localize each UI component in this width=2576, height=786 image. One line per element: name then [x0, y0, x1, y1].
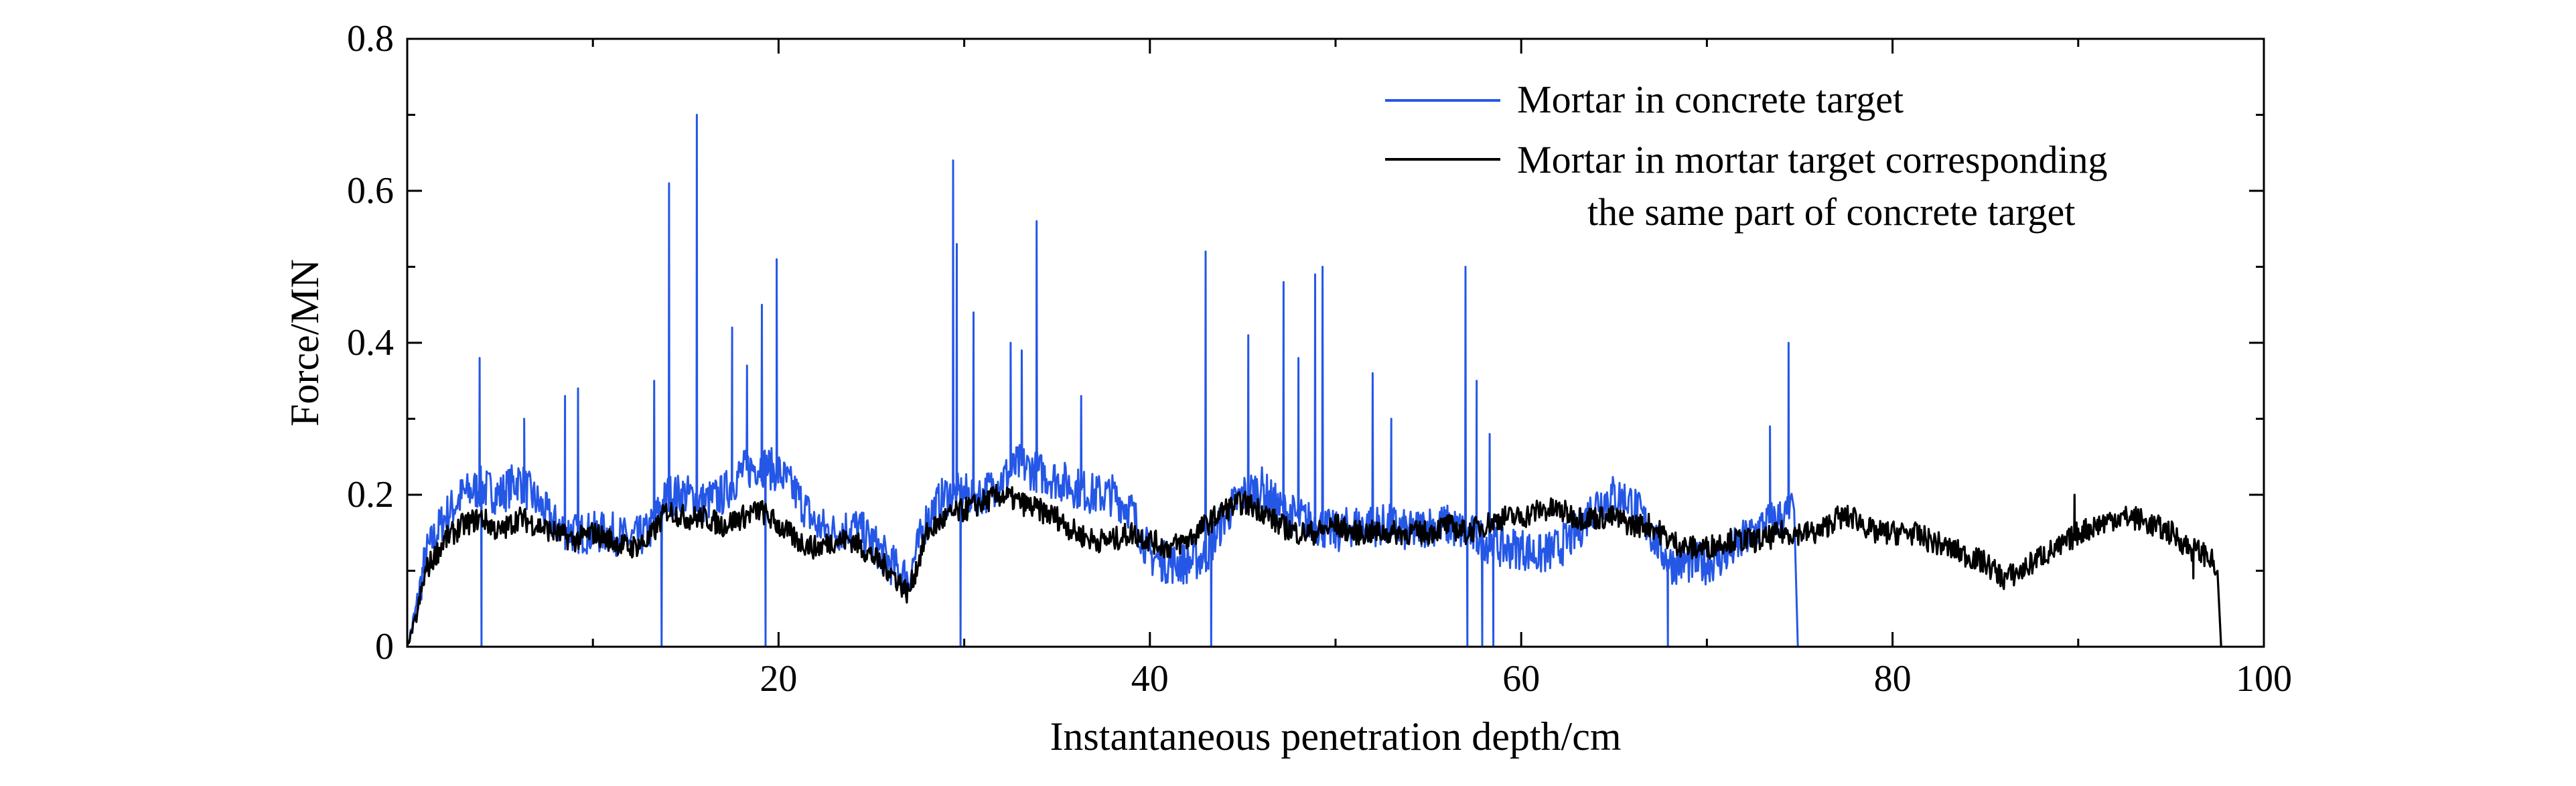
x-tick-label-60: 60	[1502, 658, 1540, 700]
series-group	[407, 114, 2222, 647]
y-tick-label-1: 0.2	[347, 474, 394, 516]
legend: Mortar in concrete target Mortar in mort…	[1385, 78, 2108, 234]
x-tick-label-100: 100	[2236, 658, 2292, 700]
legend-label-concrete: Mortar in concrete target	[1517, 78, 1904, 121]
x-tick-label-20: 20	[760, 658, 797, 700]
y-tick-label-4: 0.8	[347, 18, 394, 60]
y-tick-label-3: 0.6	[347, 170, 394, 212]
series-line-0	[407, 114, 1799, 647]
y-tick-label-2: 0.4	[347, 322, 394, 364]
legend-label-mortar-line-2: the same part of concrete target	[1587, 190, 2075, 234]
y-axis-label: Force/MN	[283, 259, 327, 426]
y-tick-label-0: 0	[375, 626, 394, 667]
x-tick-label-40: 40	[1131, 658, 1169, 700]
ticks-group: 20 40 60 80 100 0 0.2 0.4 0.6 0.8	[347, 18, 2292, 700]
legend-label-mortar-line-1: Mortar in mortar target corresponding	[1517, 138, 2108, 181]
series-line-1	[407, 483, 2222, 647]
x-tick-label-80: 80	[1874, 658, 1912, 700]
x-axis-label: Instantaneous penetration depth/cm	[1050, 714, 1621, 759]
